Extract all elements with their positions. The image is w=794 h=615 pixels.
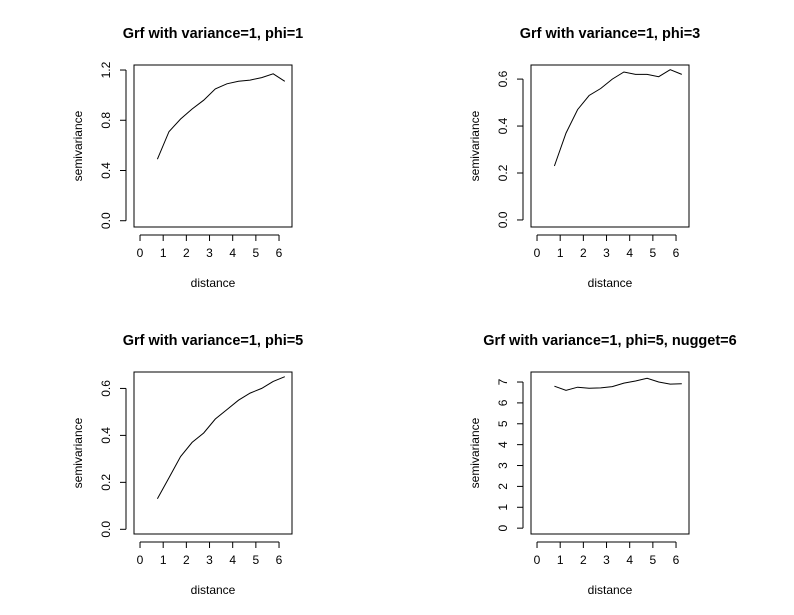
y-tick-label: 5: [496, 420, 510, 427]
x-tick-label: 0: [534, 553, 541, 567]
y-tick-label: 0.4: [496, 117, 510, 134]
x-tick-label: 3: [603, 246, 610, 260]
x-axis-label: distance: [191, 276, 236, 290]
plot-frame: [530, 64, 690, 228]
x-tick-label: 2: [183, 553, 190, 567]
y-axis-label: semivariance: [468, 110, 482, 181]
x-tick-label: 1: [160, 246, 167, 260]
y-tick-label: 6: [496, 399, 510, 406]
x-tick-label: 5: [650, 246, 657, 260]
plot-frame: [133, 371, 293, 535]
chart-title: Grf with variance=1, phi=1: [123, 26, 304, 42]
chart-title: Grf with variance=1, phi=5, nugget=6: [483, 333, 736, 349]
semivariance-line: [156, 376, 285, 500]
y-tick-label: 0.4: [99, 162, 113, 179]
x-tick-label: 4: [626, 553, 633, 567]
y-tick-label: 7: [496, 378, 510, 385]
y-tick-label: 0.2: [99, 474, 113, 491]
chart-title: Grf with variance=1, phi=5: [123, 333, 304, 349]
x-tick-label: 5: [650, 553, 657, 567]
semivariance-line: [554, 377, 682, 391]
x-tick-label: 3: [206, 553, 213, 567]
x-tick-label: 4: [626, 246, 633, 260]
x-tick-label: 6: [276, 553, 283, 567]
y-tick-label: 0.6: [99, 380, 113, 397]
x-tick-label: 4: [229, 246, 236, 260]
x-axis-label: distance: [588, 276, 633, 290]
y-tick-label: 1.2: [99, 61, 113, 78]
y-tick-label: 0.4: [99, 427, 113, 444]
y-tick-label: 0.6: [496, 70, 510, 87]
y-axis-label: semivariance: [71, 110, 85, 181]
panel-bottom-right: Grf with variance=1, phi=5, nugget=6 0 1 2 3…: [468, 333, 737, 597]
x-tick-label: 5: [253, 246, 260, 260]
x-tick-label: 3: [603, 553, 610, 567]
y-axis-label: semivariance: [71, 417, 85, 488]
semivariance-line: [156, 73, 286, 160]
y-tick-label: 2: [496, 483, 510, 490]
x-tick-label: 1: [160, 553, 167, 567]
y-axis-label: semivariance: [468, 417, 482, 488]
x-tick-label: 0: [534, 246, 541, 260]
x-axis-label: distance: [191, 583, 236, 597]
x-tick-label: 4: [229, 553, 236, 567]
x-tick-label: 6: [276, 246, 283, 260]
x-tick-label: 2: [580, 246, 587, 260]
x-axis-label: distance: [588, 583, 633, 597]
plot-frame: [133, 64, 293, 228]
y-tick-label: 0.2: [496, 164, 510, 181]
y-tick-label: 0.0: [496, 211, 510, 228]
y-tick-label: 4: [496, 441, 510, 448]
x-tick-label: 3: [206, 246, 213, 260]
chart-title: Grf with variance=1, phi=3: [520, 26, 701, 42]
x-tick-label: 6: [673, 246, 680, 260]
x-tick-label: 2: [580, 553, 587, 567]
panel-top-left: Grf with variance=1, phi=1 0 1 2 3 4 5 6 distanc…: [71, 26, 303, 290]
y-tick-label: 0.0: [99, 521, 113, 538]
x-tick-label: 1: [557, 246, 564, 260]
plot-frame: [530, 371, 690, 535]
y-tick-label: 0.8: [99, 112, 113, 129]
y-tick-label: 0.0: [99, 212, 113, 229]
y-tick-label: 3: [496, 462, 510, 469]
y-tick-label: 0: [496, 524, 510, 531]
x-tick-label: 0: [137, 246, 144, 260]
x-tick-label: 2: [183, 246, 190, 260]
panel-bottom-left: Grf with variance=1, phi=5 0 1 2 3 4 5 6 distanc…: [71, 333, 303, 597]
x-tick-label: 1: [557, 553, 564, 567]
x-tick-label: 5: [253, 553, 260, 567]
x-tick-label: 0: [137, 553, 144, 567]
y-tick-label: 1: [496, 504, 510, 511]
panel-top-right: Grf with variance=1, phi=3 0 1 2 3 4 5 6 distanc…: [468, 26, 700, 290]
x-tick-label: 6: [673, 553, 680, 567]
semivariance-line: [553, 69, 682, 167]
